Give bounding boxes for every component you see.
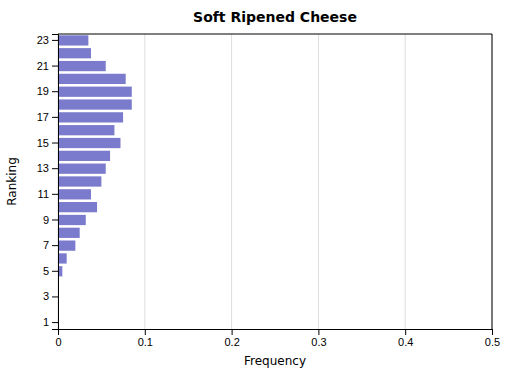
y-axis: 1357911131517192123 bbox=[37, 34, 59, 330]
grid-line bbox=[318, 34, 319, 329]
y-tick: 11 bbox=[38, 188, 58, 200]
x-tick: 0 bbox=[55, 329, 61, 348]
bar bbox=[58, 215, 86, 225]
bar bbox=[58, 112, 123, 122]
y-tick: 1 bbox=[43, 316, 58, 328]
grid-line bbox=[405, 34, 406, 329]
x-tick-label: 0.1 bbox=[138, 336, 153, 348]
bar bbox=[58, 241, 75, 251]
y-tick-mark bbox=[52, 40, 58, 41]
y-tick-mark bbox=[52, 143, 58, 144]
bar bbox=[58, 253, 67, 263]
bar bbox=[58, 87, 132, 97]
y-tick-label: 5 bbox=[43, 265, 49, 277]
x-tick-mark bbox=[145, 329, 146, 335]
y-tick-mark bbox=[52, 91, 58, 92]
y-tick-label: 19 bbox=[37, 85, 49, 97]
plot: 00.10.20.30.40.51357911131517192123 bbox=[37, 34, 500, 348]
bar bbox=[58, 164, 106, 174]
y-tick: 5 bbox=[43, 265, 58, 277]
y-tick-mark bbox=[52, 66, 58, 67]
y-tick: 17 bbox=[37, 111, 58, 123]
bar bbox=[58, 61, 106, 71]
y-tick-label: 7 bbox=[43, 239, 49, 251]
y-tick: 15 bbox=[37, 137, 58, 149]
y-axis-line bbox=[52, 35, 59, 330]
grid-line bbox=[144, 34, 145, 329]
bar bbox=[58, 151, 110, 161]
y-tick-label: 3 bbox=[43, 290, 49, 302]
y-tick-mark bbox=[52, 168, 58, 169]
y-tick-mark bbox=[52, 117, 58, 118]
bar bbox=[58, 176, 101, 186]
x-tick-mark bbox=[492, 329, 493, 335]
y-tick-label: 11 bbox=[38, 188, 49, 200]
x-tick: 0.3 bbox=[311, 329, 326, 348]
x-tick-label: 0.4 bbox=[398, 336, 413, 348]
y-tick-label: 1 bbox=[43, 316, 49, 328]
y-tick: 23 bbox=[37, 34, 58, 46]
bars bbox=[58, 35, 132, 276]
x-tick: 0.1 bbox=[138, 329, 153, 348]
title: Soft Ripened Cheese bbox=[193, 9, 357, 25]
bar bbox=[58, 189, 91, 199]
grid bbox=[58, 34, 492, 329]
y-tick-label: 17 bbox=[37, 111, 49, 123]
x-tick-label: 0.2 bbox=[224, 336, 239, 348]
x-tick: 0.2 bbox=[224, 329, 239, 348]
y-tick: 7 bbox=[43, 239, 58, 251]
y-tick: 21 bbox=[37, 60, 58, 72]
y-tick-mark bbox=[52, 245, 58, 246]
y-tick-mark bbox=[52, 271, 58, 272]
y-tick: 13 bbox=[37, 162, 58, 174]
y-tick-mark bbox=[52, 219, 58, 220]
y-tick-mark bbox=[52, 194, 58, 195]
y-tick-label: 9 bbox=[43, 213, 49, 225]
bar bbox=[58, 35, 88, 45]
bar bbox=[58, 202, 97, 212]
y-tick-label: 13 bbox=[37, 162, 49, 174]
bar bbox=[58, 228, 80, 238]
y-tick-label: 15 bbox=[37, 137, 49, 149]
frame-line bbox=[58, 34, 492, 35]
x-tick-label: 0 bbox=[55, 336, 61, 348]
x-tick: 0.5 bbox=[485, 329, 500, 348]
grid-line bbox=[492, 34, 493, 329]
x-tick-mark bbox=[405, 329, 406, 335]
y-tick: 3 bbox=[43, 290, 58, 302]
y-tick: 9 bbox=[43, 213, 58, 225]
y-tick-mark bbox=[52, 322, 58, 323]
y-tick: 19 bbox=[37, 85, 58, 97]
grid-line bbox=[231, 34, 232, 329]
y-tick-mark bbox=[52, 296, 58, 297]
bar bbox=[58, 125, 114, 135]
bar bbox=[58, 74, 126, 84]
frame-line bbox=[492, 34, 493, 329]
y-axis-title: Ranking bbox=[5, 157, 19, 206]
y-tick-label: 21 bbox=[37, 60, 49, 72]
bar bbox=[58, 99, 132, 109]
x-tick-mark bbox=[318, 329, 319, 335]
x-axis-line bbox=[59, 330, 493, 336]
bar bbox=[58, 138, 120, 148]
x-axis-title: Frequency bbox=[244, 354, 306, 368]
x-tick-label: 0.5 bbox=[485, 336, 500, 348]
bar bbox=[58, 48, 91, 58]
x-axis: 0 0.1 0.2 0.3 0.4 0.5 bbox=[55, 329, 500, 348]
chart: 00.10.20.30.40.51357911131517192123Soft … bbox=[0, 0, 512, 375]
y-tick-label: 23 bbox=[37, 34, 49, 46]
x-tick-mark bbox=[232, 329, 233, 335]
x-tick-label: 0.3 bbox=[311, 336, 326, 348]
x-tick: 0.4 bbox=[398, 329, 413, 348]
